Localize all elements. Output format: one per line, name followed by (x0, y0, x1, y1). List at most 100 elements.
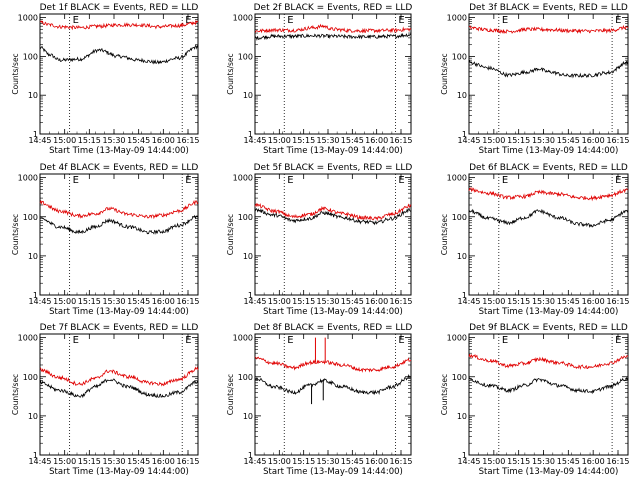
y-tick-label: 100 (452, 373, 467, 382)
y-tick-label: 1 (462, 291, 467, 300)
y-tick-label: 1000 (18, 14, 38, 23)
marker-label: E (185, 335, 191, 346)
y-tick-label: 10 (243, 252, 253, 261)
chart-panel-2: Det 2f BLACK = Events, RED = LLD E E 1 10 100… (226, 3, 413, 156)
series-line-events (39, 378, 199, 399)
x-tick-label: 15:00 (268, 457, 291, 466)
chart-panel-9: Det 9f BLACK = Events, RED = LLD E E 1 10 100… (440, 323, 630, 477)
x-tick-label: 15:45 (557, 297, 580, 306)
y-tick-label: 1 (33, 130, 38, 139)
series-line-events (39, 44, 199, 65)
y-tick-label: 100 (238, 52, 253, 61)
x-tick-label: 15:45 (127, 297, 150, 306)
y-tick-label: 1000 (447, 334, 467, 343)
y-tick-label: 10 (28, 412, 38, 421)
y-tick-label: 100 (23, 373, 38, 382)
y-axis-label: Counts/sec (11, 374, 20, 415)
x-tick-label: 15:30 (532, 136, 555, 145)
y-axis-label: Counts/sec (226, 214, 235, 255)
plot-frame (39, 173, 199, 296)
x-tick-label: 15:30 (102, 457, 125, 466)
chart-panel-4: Det 4f BLACK = Events, RED = LLD E E 1 10 100… (11, 163, 200, 317)
x-tick-label: 15:15 (292, 457, 315, 466)
x-tick-label: 15:45 (557, 457, 580, 466)
x-tick-label: 16:15 (176, 136, 199, 145)
x-tick-label: 16:00 (365, 457, 388, 466)
y-tick-label: 10 (28, 252, 38, 261)
y-tick-label: 100 (452, 52, 467, 61)
plot-frame (39, 13, 199, 135)
chart-title: Det 2f BLACK = Events, RED = LLD (254, 3, 413, 13)
series-line-lld (254, 356, 412, 373)
x-tick-label: 15:00 (482, 297, 505, 306)
y-tick-label: 1000 (447, 14, 467, 23)
series-line-lld (468, 353, 629, 370)
x-axis-label: Start Time (13-May-09 14:44:00) (263, 467, 403, 477)
x-tick-label: 16:00 (582, 457, 605, 466)
x-tick-label: 15:45 (341, 136, 364, 145)
series-line-events (468, 208, 629, 228)
x-tick-label: 15:00 (53, 297, 76, 306)
marker-label: E (73, 175, 79, 186)
marker-label: E (287, 15, 293, 26)
y-tick-label: 10 (243, 412, 253, 421)
x-tick-label: 15:15 (78, 297, 101, 306)
y-tick-label: 1000 (233, 174, 253, 183)
x-tick-label: 14:45 (243, 136, 266, 145)
marker-label: E (398, 15, 404, 26)
x-tick-label: 15:15 (507, 457, 530, 466)
chart-title: Det 1f BLACK = Events, RED = LLD (40, 3, 199, 13)
x-tick-label: 15:45 (341, 297, 364, 306)
y-tick-label: 100 (238, 373, 253, 382)
y-tick-label: 1 (33, 451, 38, 460)
y-tick-label: 1000 (233, 334, 253, 343)
x-tick-label: 16:00 (582, 136, 605, 145)
y-tick-label: 10 (457, 252, 467, 261)
y-tick-label: 10 (457, 91, 467, 100)
chart-panel-7: Det 7f BLACK = Events, RED = LLD E E 1 10 100… (11, 323, 200, 477)
plot-frame (254, 333, 412, 456)
x-axis-label: Start Time (13-May-09 14:44:00) (479, 307, 619, 317)
series-line-lld (254, 203, 412, 222)
marker-label: E (287, 175, 293, 186)
chart-panel-3: Det 3f BLACK = Events, RED = LLD E E 1 10 100… (440, 3, 630, 156)
y-tick-label: 1000 (447, 174, 467, 183)
marker-label: E (502, 175, 508, 186)
marker-label: E (615, 175, 621, 186)
y-tick-label: 1 (33, 291, 38, 300)
marker-label: E (398, 335, 404, 346)
y-tick-label: 1 (462, 130, 467, 139)
x-tick-label: 16:00 (365, 297, 388, 306)
y-tick-label: 1 (248, 130, 253, 139)
x-axis-label: Start Time (13-May-09 14:44:00) (49, 307, 189, 317)
x-tick-label: 14:45 (457, 297, 480, 306)
x-tick-label: 15:45 (557, 136, 580, 145)
x-tick-label: 15:30 (102, 136, 125, 145)
x-tick-label: 14:45 (28, 297, 51, 306)
y-tick-label: 1000 (18, 334, 38, 343)
y-tick-label: 1 (462, 451, 467, 460)
x-tick-label: 14:45 (243, 297, 266, 306)
x-tick-label: 16:00 (152, 297, 175, 306)
series-line-events (254, 32, 412, 42)
marker-label: E (73, 335, 79, 346)
x-tick-label: 15:00 (53, 457, 76, 466)
y-tick-label: 100 (23, 52, 38, 61)
plot-frame (468, 173, 629, 296)
y-axis-label: Counts/sec (11, 214, 20, 255)
y-axis-label: Counts/sec (440, 214, 449, 255)
x-tick-label: 15:15 (292, 136, 315, 145)
x-axis-label: Start Time (13-May-09 14:44:00) (49, 467, 189, 477)
marker-label: E (615, 15, 621, 26)
marker-label: E (287, 335, 293, 346)
chart-title: Det 4f BLACK = Events, RED = LLD (40, 163, 199, 173)
marker-label: E (73, 15, 79, 26)
y-tick-label: 100 (238, 213, 253, 222)
x-tick-label: 16:15 (389, 297, 412, 306)
x-tick-label: 15:30 (102, 297, 125, 306)
y-tick-label: 1000 (233, 14, 253, 23)
x-axis-label: Start Time (13-May-09 14:44:00) (49, 146, 189, 156)
marker-label: E (185, 15, 191, 26)
y-axis-label: Counts/sec (226, 374, 235, 415)
